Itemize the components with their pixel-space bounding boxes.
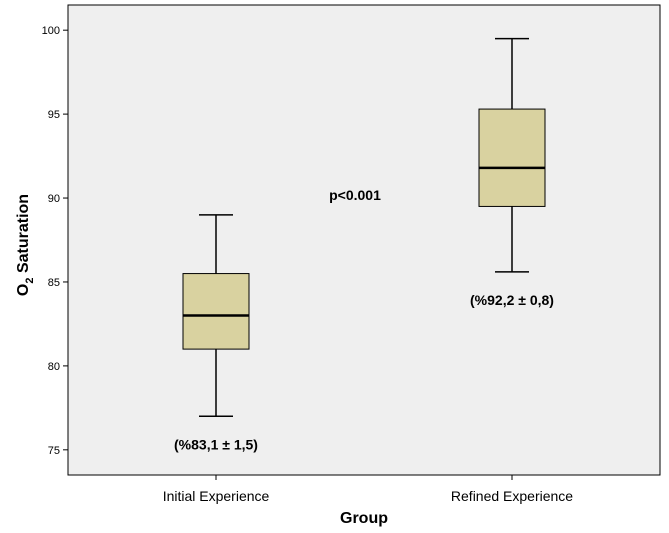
box-1: (%83,1 ± 1,5): [174, 214, 258, 452]
box-series: (%83,1 ± 1,5) (%92,2 ± 0,8): [174, 37, 554, 452]
iqr-box: [182, 273, 250, 350]
y-tick-label: 90: [48, 193, 60, 205]
x-axis-title: Group: [340, 510, 388, 527]
y-tick-label: 80: [48, 361, 60, 373]
y-axis-ticks: 75 80 85 90 95 100: [42, 25, 68, 457]
y-tick-label: 75: [48, 445, 60, 457]
p-value-label: p<0.001: [329, 187, 381, 203]
y-axis-title-subscript: 2: [24, 277, 36, 283]
y-axis-title-main: O: [15, 284, 32, 296]
box-annotation: (%92,2 ± 0,8): [470, 292, 554, 308]
y-tick-label: 85: [48, 277, 60, 289]
x-axis-categories: Initial Experience Refined Experience: [163, 475, 573, 504]
x-category-label: Refined Experience: [451, 488, 573, 504]
box-2: (%92,2 ± 0,8): [470, 37, 554, 308]
x-category-label: Initial Experience: [163, 488, 270, 504]
y-axis-title-rest: Saturation: [15, 194, 32, 278]
y-tick-label: 95: [48, 109, 60, 121]
iqr-box: [478, 108, 546, 207]
y-axis-title: O2 Saturation: [15, 194, 36, 296]
y-tick-label: 100: [42, 25, 60, 37]
box-annotation: (%83,1 ± 1,5): [174, 436, 258, 452]
plot-area: [67, 4, 661, 476]
